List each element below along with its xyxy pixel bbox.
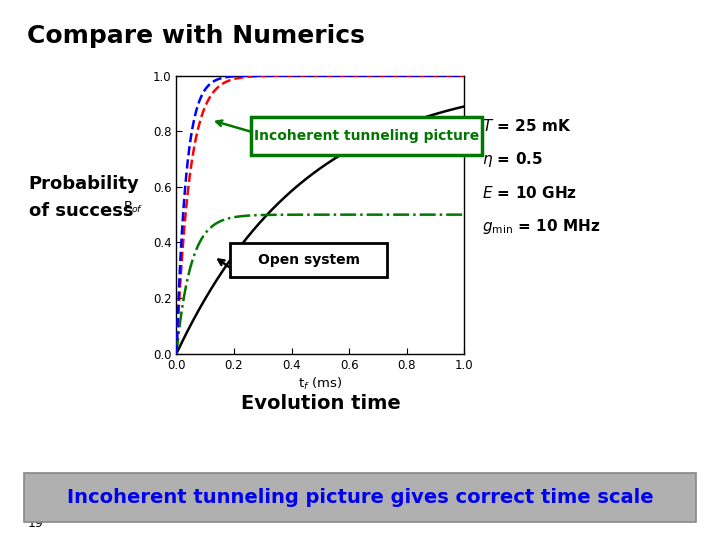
X-axis label: t$_f$ (ms): t$_f$ (ms): [298, 376, 343, 392]
Text: $T$ = 25 mK: $T$ = 25 mK: [482, 118, 572, 134]
Text: $\eta$ = 0.5: $\eta$ = 0.5: [482, 150, 544, 168]
Y-axis label: P$_{of}$: P$_{of}$: [123, 200, 143, 214]
Text: $g_{\rm min}$ = 10 MHz: $g_{\rm min}$ = 10 MHz: [482, 217, 600, 235]
Text: Open system: Open system: [258, 253, 360, 267]
Text: of success: of success: [29, 202, 133, 220]
Text: 19: 19: [27, 517, 43, 530]
Text: Incoherent tunneling picture: Incoherent tunneling picture: [254, 129, 479, 143]
Text: Evolution time: Evolution time: [240, 394, 400, 413]
Text: Incoherent tunneling picture gives correct time scale: Incoherent tunneling picture gives corre…: [67, 488, 653, 507]
Text: $E$ = 10 GHz: $E$ = 10 GHz: [482, 185, 577, 201]
Text: Compare with Numerics: Compare with Numerics: [27, 24, 365, 48]
Text: Probability: Probability: [29, 176, 140, 193]
